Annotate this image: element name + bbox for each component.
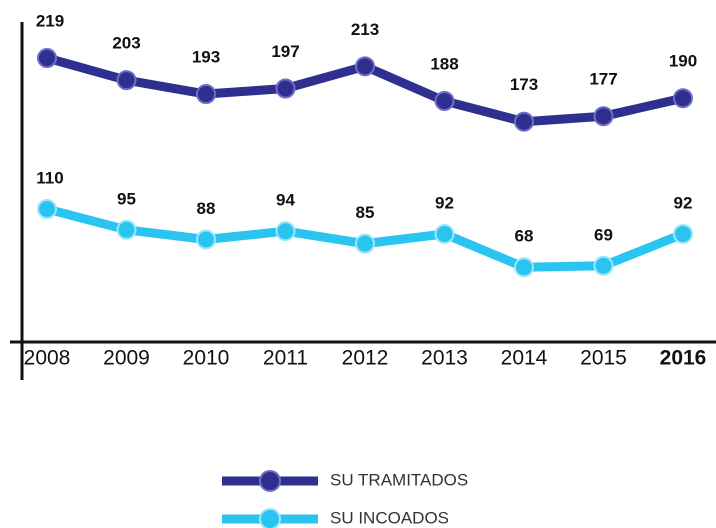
data-label: 68 <box>515 227 534 246</box>
data-label: 92 <box>435 193 454 212</box>
data-label: 213 <box>351 20 379 39</box>
data-label: 193 <box>192 48 220 67</box>
data-label: 95 <box>117 189 136 208</box>
point <box>593 255 614 276</box>
legend-label: SU INCOADOS <box>330 508 449 527</box>
legend-marker <box>259 470 281 492</box>
point <box>355 56 375 77</box>
point <box>275 78 296 99</box>
x-tick-label: 2014 <box>501 347 548 370</box>
point <box>196 229 216 250</box>
data-label: 110 <box>36 168 63 187</box>
x-tick-label: 2011 <box>263 347 308 370</box>
data-label: 188 <box>430 54 458 73</box>
data-label: 203 <box>112 34 140 53</box>
x-tick-label: 2010 <box>183 347 230 370</box>
x-tick-label: 2012 <box>342 347 389 370</box>
point <box>593 106 614 127</box>
legend-marker <box>259 508 281 528</box>
point <box>673 223 693 244</box>
x-tick-label: 2015 <box>580 347 627 370</box>
data-label: 85 <box>356 203 375 222</box>
data-label: 219 <box>36 12 64 31</box>
x-tick-label: 2008 <box>24 347 71 370</box>
point <box>434 223 455 244</box>
point <box>37 199 57 220</box>
point <box>514 257 534 278</box>
point <box>196 84 216 105</box>
x-tick-label: 2016 <box>660 347 707 370</box>
point <box>673 88 693 109</box>
data-label: 88 <box>197 199 216 218</box>
point <box>37 48 57 69</box>
point <box>275 221 296 242</box>
point <box>434 90 455 111</box>
data-label: 92 <box>674 193 693 212</box>
point <box>514 111 534 132</box>
x-tick-label: 2009 <box>103 347 150 370</box>
data-label: 190 <box>669 52 697 71</box>
legend-label: SU TRAMITADOS <box>330 470 468 489</box>
point <box>116 219 137 240</box>
data-label: 173 <box>510 75 538 94</box>
data-label: 197 <box>271 42 299 61</box>
data-label: 177 <box>589 70 617 89</box>
x-tick-label: 2013 <box>421 347 468 370</box>
data-label: 69 <box>594 225 613 244</box>
point <box>116 70 137 91</box>
data-label: 94 <box>276 191 295 210</box>
point <box>355 233 375 254</box>
